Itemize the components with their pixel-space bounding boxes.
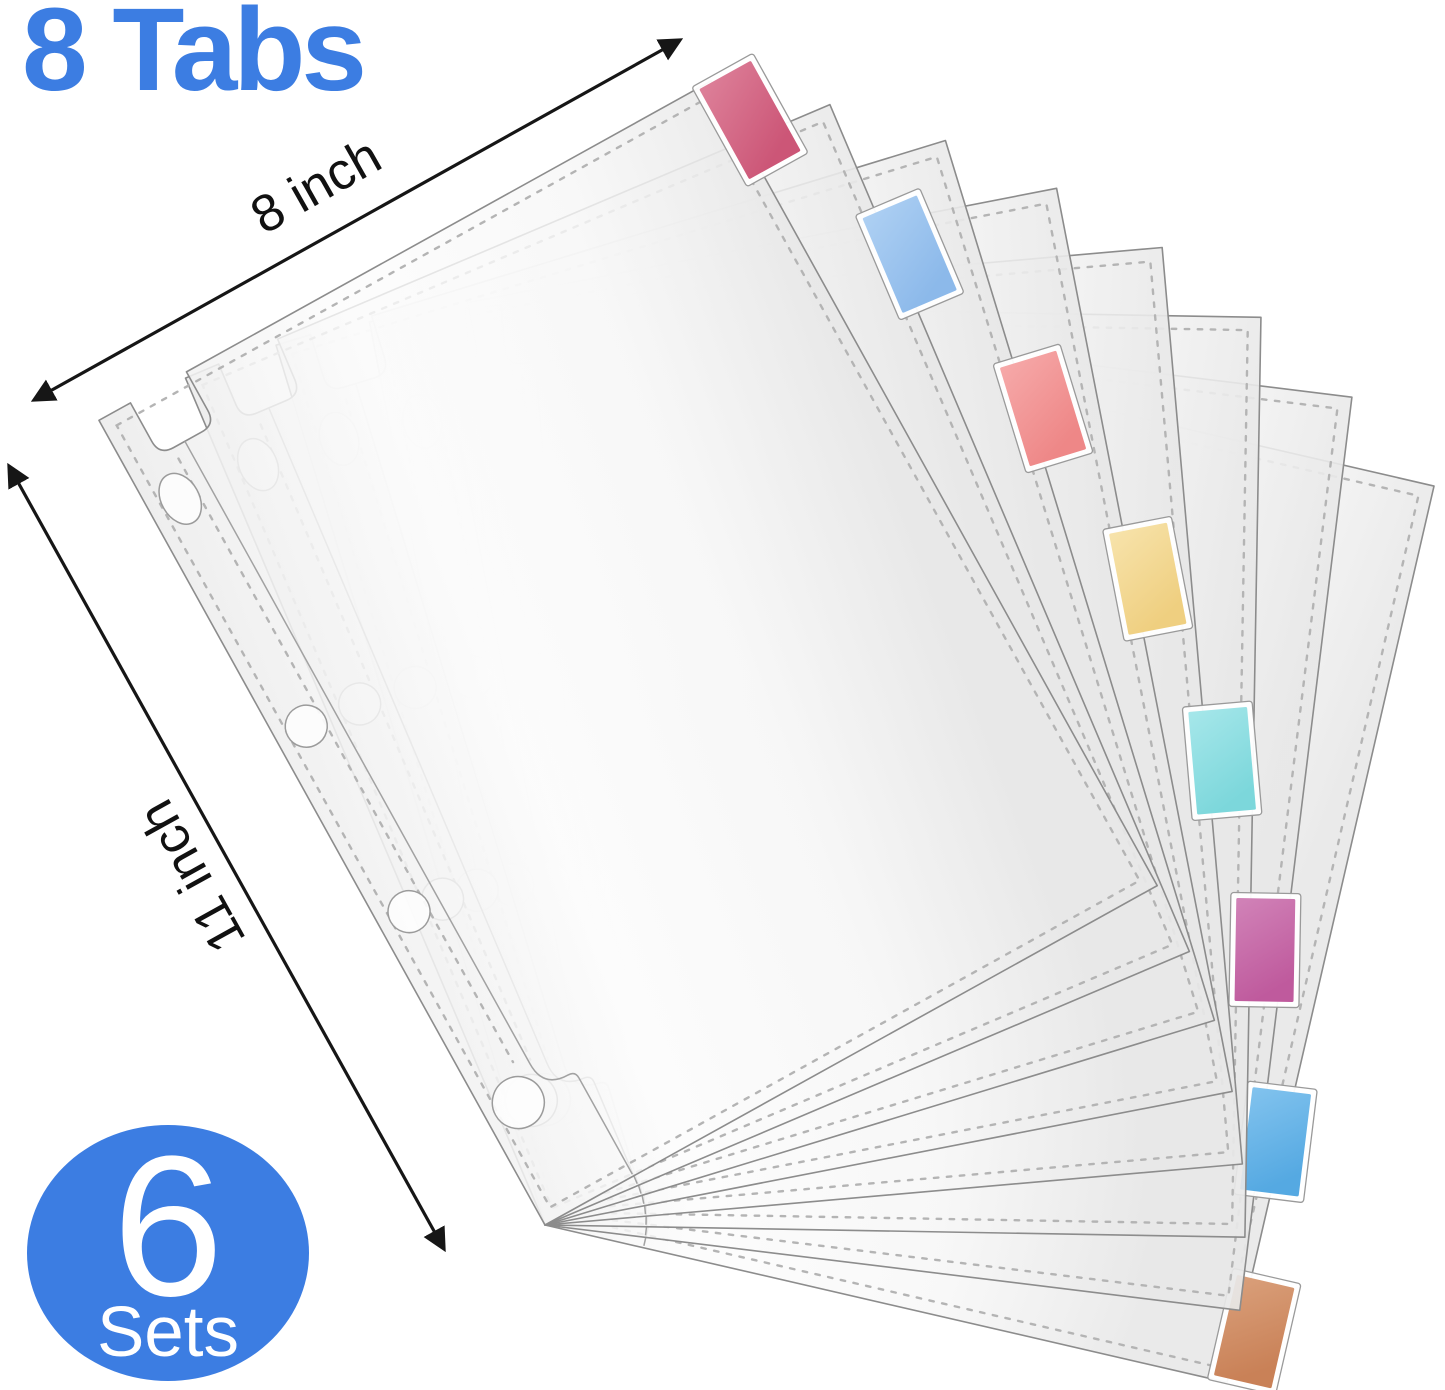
stitch-line-strip — [177, 457, 515, 1064]
divider-tab-2 — [862, 195, 957, 313]
width-dimension-label: 8 inch — [241, 126, 391, 246]
punch-hole — [491, 1075, 546, 1130]
height-dimension-label: 11 inch — [126, 790, 258, 962]
divider-tab-1 — [699, 61, 801, 179]
divider-tab-4 — [1109, 522, 1187, 635]
binding-strip-edge — [184, 440, 634, 1175]
divider-tab-3 — [1000, 350, 1086, 466]
divider-tab-6 — [1234, 898, 1296, 1003]
page-title: 8 Tabs — [22, 0, 367, 116]
sets-count: 6 — [112, 1114, 224, 1338]
sets-label: Sets — [96, 1292, 240, 1372]
divider-tab-7 — [1240, 1087, 1311, 1197]
sets-badge: 6 Sets — [27, 1125, 309, 1381]
divider-tab-5 — [1188, 707, 1256, 815]
